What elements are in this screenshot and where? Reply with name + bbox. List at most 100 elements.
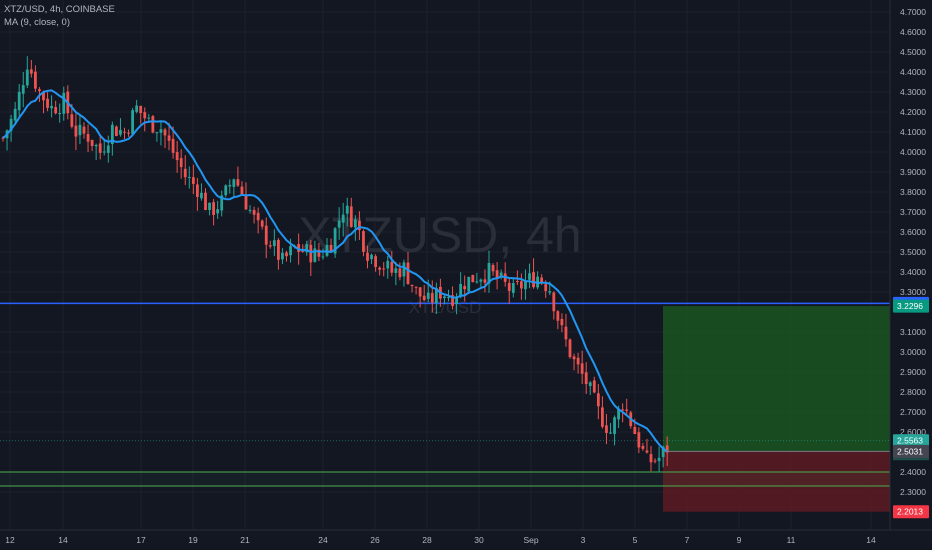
candle-body bbox=[333, 228, 337, 254]
price-tick-label: 3.6000 bbox=[900, 227, 926, 237]
drawn-lines[interactable] bbox=[0, 302, 890, 487]
symbol-watermark: XTZUSD, 4h bbox=[298, 207, 581, 263]
time-tick-label: 21 bbox=[240, 535, 250, 545]
stop-zone bbox=[663, 451, 890, 512]
candle-body bbox=[321, 256, 325, 258]
candle-body bbox=[515, 281, 519, 283]
candle-body bbox=[131, 110, 134, 135]
candle-body bbox=[313, 248, 317, 262]
candle-body bbox=[216, 209, 220, 214]
candle-body bbox=[200, 192, 203, 199]
candle-body bbox=[532, 272, 535, 288]
time-tick-label: 7 bbox=[685, 535, 690, 545]
price-tick-label: 4.7000 bbox=[900, 7, 926, 17]
candle-body bbox=[305, 244, 309, 253]
candle-body bbox=[524, 280, 527, 290]
candle-body bbox=[560, 318, 564, 326]
price-tick-label: 4.0000 bbox=[900, 147, 926, 157]
price-tick-label: 2.9000 bbox=[900, 367, 926, 377]
candle-body bbox=[430, 293, 434, 303]
candle-body bbox=[487, 263, 491, 284]
stop-price-tag-bg bbox=[893, 505, 929, 519]
candle-body bbox=[358, 220, 361, 231]
price-tick-label: 4.5000 bbox=[900, 47, 926, 57]
candle-body bbox=[25, 69, 29, 86]
candle-body bbox=[633, 427, 637, 435]
candle-body bbox=[584, 372, 588, 385]
candle-body bbox=[74, 125, 78, 137]
candle-body bbox=[309, 244, 313, 263]
candle-body bbox=[78, 124, 82, 136]
time-tick-label: 28 bbox=[422, 535, 432, 545]
candle-body bbox=[70, 114, 74, 127]
price-tick-label: 3.1000 bbox=[900, 327, 926, 337]
candle-body bbox=[471, 274, 475, 283]
candle-body bbox=[645, 450, 649, 453]
candle-body bbox=[29, 69, 33, 74]
price-axis[interactable]: 4.7000 4.6000 4.5000 4.4000 4.3000 4.2000 4.10… bbox=[889, 0, 926, 530]
candle-body bbox=[260, 220, 264, 227]
symbol-title: XTZ/USD, 4h, COINBASE bbox=[4, 4, 115, 15]
candle-body bbox=[625, 409, 629, 411]
candle-body bbox=[414, 286, 418, 288]
candle-body bbox=[135, 105, 139, 112]
stop-price-tag: 2.2013 bbox=[897, 507, 923, 517]
candle-body bbox=[123, 131, 126, 133]
support-zone-fill bbox=[0, 472, 890, 486]
candle-body bbox=[329, 244, 333, 252]
price-tick-label: 4.4000 bbox=[900, 67, 926, 77]
time-axis[interactable]: 12 14 17 19 21 24 26 28 30 Sep 3 5 7 9 11 14 bbox=[0, 529, 932, 545]
candle-body bbox=[434, 287, 438, 303]
candle-body bbox=[281, 252, 284, 260]
candle-body bbox=[337, 220, 341, 228]
time-tick-label: 19 bbox=[188, 535, 198, 545]
candle-body bbox=[548, 291, 552, 293]
candle-body bbox=[171, 138, 175, 153]
price-tick-label: 2.4000 bbox=[900, 467, 926, 477]
candle-body bbox=[159, 129, 163, 133]
candle-body bbox=[609, 432, 612, 434]
target-price-tag-bg bbox=[893, 299, 929, 313]
candle-body bbox=[394, 268, 398, 273]
candle-body bbox=[127, 132, 130, 134]
candle-body bbox=[204, 192, 207, 210]
candle-body bbox=[349, 206, 353, 227]
candle-body bbox=[325, 244, 329, 256]
candle-body bbox=[540, 277, 544, 283]
candle-body bbox=[208, 202, 211, 210]
candle-body bbox=[110, 124, 114, 145]
candle-body bbox=[479, 279, 483, 282]
candle-body bbox=[661, 447, 665, 458]
candle-body bbox=[42, 91, 45, 101]
candle-body bbox=[596, 393, 600, 407]
position-zones[interactable] bbox=[663, 306, 890, 512]
last-price-tag-bg bbox=[893, 434, 929, 448]
candle-body bbox=[46, 98, 49, 108]
candle-body bbox=[115, 126, 118, 136]
price-tick-label: 2.8000 bbox=[900, 387, 926, 397]
candle-body bbox=[285, 252, 288, 257]
candle-body bbox=[9, 118, 13, 131]
candle-body bbox=[451, 295, 454, 306]
time-tick-label: 17 bbox=[136, 535, 146, 545]
candle-body bbox=[390, 261, 394, 273]
candle-body bbox=[491, 264, 495, 272]
candle-body bbox=[483, 279, 487, 283]
candle-body bbox=[264, 225, 268, 245]
candle-body bbox=[183, 168, 187, 178]
candle-body bbox=[248, 209, 252, 211]
candle-body bbox=[54, 107, 58, 114]
candle-body bbox=[277, 239, 280, 260]
price-tick-label: 4.6000 bbox=[900, 27, 926, 37]
candle-body bbox=[147, 117, 151, 119]
candle-body bbox=[467, 276, 471, 292]
candle-body bbox=[317, 249, 321, 257]
time-tick-label: 24 bbox=[318, 535, 328, 545]
candle-body bbox=[155, 132, 159, 134]
indicator-title[interactable]: MA (9, close, 0) bbox=[4, 17, 70, 28]
candle-body bbox=[268, 245, 272, 247]
candle-body bbox=[175, 152, 179, 161]
ma-line bbox=[2, 89, 668, 453]
